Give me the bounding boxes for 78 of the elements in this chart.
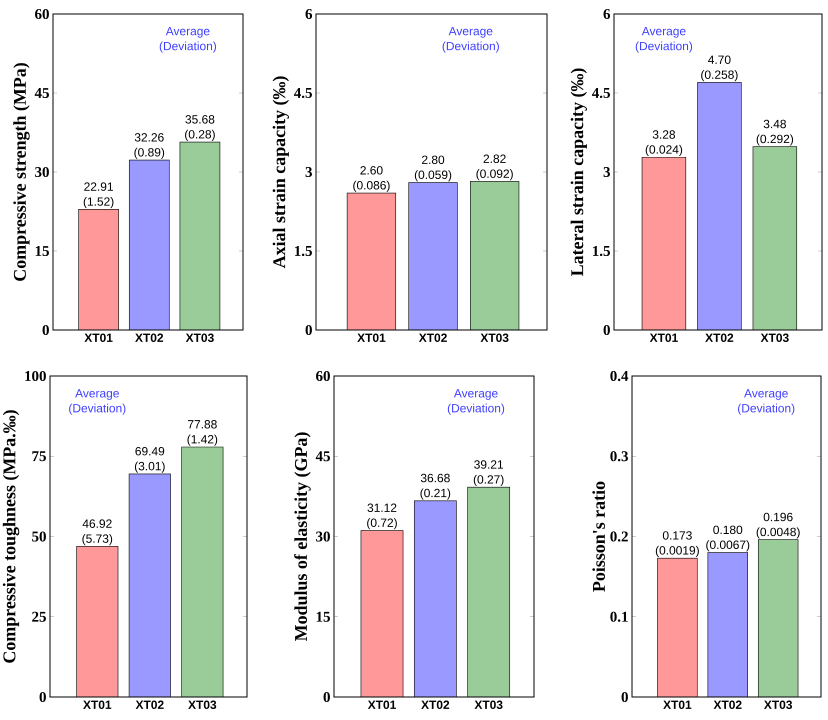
x-tick-label: XT03: [480, 334, 509, 342]
x-tick-label: XT01: [368, 700, 396, 709]
y-axis-title: Compressive strength (MPa): [13, 63, 30, 281]
y-tick-label: 6: [306, 8, 312, 20]
y-tick-label: 6: [604, 8, 610, 20]
x-tick-label: XT02: [136, 700, 164, 709]
y-tick-label: 4.5: [294, 88, 312, 98]
data-label: 3.48 (0.292): [756, 120, 794, 146]
x-tick-label: XT03: [474, 700, 503, 710]
annotation: Average (Deviation): [69, 389, 126, 415]
y-tick-label: 45: [316, 451, 330, 462]
data-label: 32.26 (0.89): [134, 133, 164, 159]
y-tick-label: 0: [604, 324, 610, 336]
x-tick-label: XT01: [663, 700, 692, 709]
y-axis-title: Axial strain capacity (‰): [272, 76, 289, 268]
data-label: 0.173 (0.0019): [656, 531, 699, 557]
x-tick-label: XT02: [421, 700, 450, 709]
x-tick-label: XT01: [84, 334, 113, 342]
x-tick-label: XT03: [188, 700, 216, 710]
y-tick-label: 0: [42, 324, 49, 336]
y-tick-label: 1.5: [593, 246, 610, 256]
y-tick-label: 1.5: [295, 246, 312, 256]
y-tick-label: 0.1: [610, 612, 628, 622]
data-label: 3.28 (0.024): [646, 130, 682, 156]
annotation: Average (Deviation): [442, 27, 499, 53]
y-tick-label: 0: [622, 692, 628, 702]
y-tick-label: 30: [35, 166, 49, 178]
y-tick-label: 0.4: [610, 370, 628, 382]
y-axis-title: Modulus of elasticity (GPa): [294, 432, 311, 642]
x-tick-label: XT02: [705, 334, 734, 342]
y-tick-label: 45: [34, 88, 49, 98]
data-label: 4.70 (0.258): [701, 56, 738, 82]
data-label: 2.82 (0.092): [476, 154, 513, 180]
y-tick-label: 25: [32, 612, 46, 622]
annotation: Average (Deviation): [160, 27, 216, 53]
y-tick-label: 60: [35, 8, 49, 20]
y-tick-label: 60: [316, 370, 330, 382]
y-tick-label: 4.5: [592, 88, 610, 98]
data-label: 0.180 (0.0067): [706, 526, 750, 552]
x-tick-label: XT02: [135, 334, 164, 342]
y-tick-label: 75: [32, 451, 46, 462]
y-axis-title: Lateral strain capacity (‰): [570, 68, 587, 276]
x-tick-label: XT01: [650, 334, 678, 342]
data-label: 31.12 (0.72): [367, 504, 397, 530]
data-label: 36.68 (0.21): [420, 474, 450, 500]
x-tick-label: XT02: [714, 700, 742, 709]
data-label: 22.91 (1.52): [84, 182, 114, 208]
y-tick-label: 0.2: [610, 531, 628, 542]
annotation: Average (Deviation): [448, 389, 504, 415]
x-tick-label: XT03: [764, 700, 792, 710]
y-axis-title: Compressive toughness (MPa.‰): [2, 410, 20, 663]
y-tick-label: 15: [36, 246, 49, 256]
y-tick-label: 3: [604, 166, 610, 178]
x-tick-label: XT01: [357, 334, 386, 342]
data-label: 77.88 (1.42): [187, 420, 218, 446]
annotation: Average (Deviation): [738, 389, 794, 415]
x-tick-label: XT02: [418, 334, 447, 342]
x-tick-label: XT03: [186, 334, 214, 342]
y-tick-label: 100: [25, 370, 46, 382]
y-axis-title: Poisson's ratio: [592, 482, 605, 592]
y-tick-label: 0: [40, 692, 46, 702]
x-tick-label: XT01: [83, 700, 112, 709]
y-tick-label: 0.3: [610, 451, 628, 462]
y-tick-label: 50: [32, 531, 46, 542]
data-label: 69.49 (3.01): [134, 446, 165, 473]
y-tick-label: 3: [306, 166, 312, 178]
data-label: 35.68 (0.28): [185, 115, 215, 141]
data-label: 0.196 (0.0048): [756, 512, 800, 539]
y-tick-label: 0: [324, 692, 330, 702]
data-label: 46.92 (5.73): [82, 519, 112, 546]
data-label: 39.21 (0.27): [474, 460, 504, 486]
x-tick-label: XT03: [760, 334, 789, 342]
data-label: 2.80 (0.059): [414, 156, 452, 182]
y-tick-label: 0: [306, 324, 312, 336]
annotation: Average (Deviation): [636, 27, 692, 53]
data-label: 2.60 (0.086): [353, 166, 390, 192]
y-tick-label: 15: [316, 612, 330, 622]
y-tick-label: 30: [316, 531, 330, 542]
